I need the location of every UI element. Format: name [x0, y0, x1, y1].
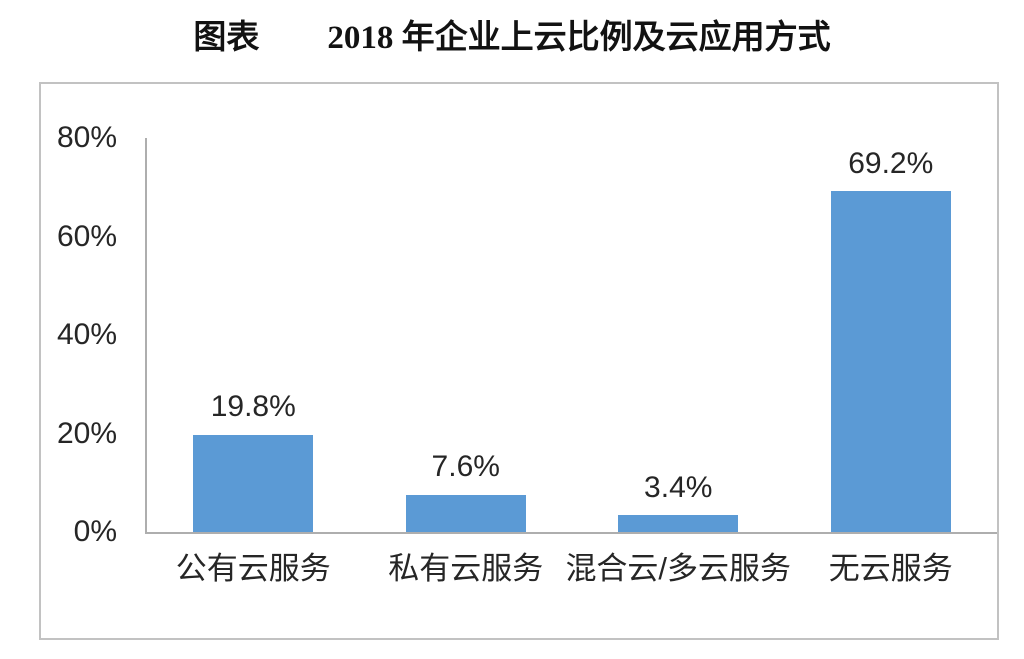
- y-tick-label: 60%: [56, 219, 117, 253]
- bar-value-label: 7.6%: [431, 450, 500, 484]
- y-axis-tick-labels: 80% 60% 40% 20% 0%: [41, 121, 117, 548]
- bar: [618, 515, 739, 532]
- chart-frame: 80% 60% 40% 20% 0% 19.8% 公有云服务 7.6% 私有云服…: [39, 82, 999, 640]
- y-tick-label: 20%: [56, 416, 117, 450]
- bar-category-label: 公有云服务: [175, 551, 331, 586]
- y-tick-label: 80%: [56, 121, 117, 154]
- title-prefix: 图表: [193, 20, 260, 56]
- x-axis-line: [145, 532, 997, 534]
- title-text: 2018 年企业上云比例及云应用方式: [327, 20, 831, 56]
- bar-group-private-cloud: 7.6% 私有云服务: [360, 138, 573, 586]
- bar-group-hybrid-multi-cloud: 3.4% 混合云/多云服务: [565, 138, 791, 586]
- bar-category-label: 无云服务: [828, 551, 953, 586]
- bar-category-label: 混合云/多云服务: [565, 551, 792, 586]
- bar-value-label: 19.8%: [210, 390, 296, 423]
- bar: [405, 494, 526, 532]
- bar-group-no-cloud: 69.2% 无云服务: [785, 138, 998, 586]
- bar: [193, 434, 314, 532]
- bar-category-label: 私有云服务: [388, 551, 544, 586]
- bar-value-label: 69.2%: [848, 146, 934, 180]
- bar: [830, 191, 951, 532]
- y-tick-label: 40%: [56, 318, 117, 351]
- y-tick-label: 0%: [73, 515, 117, 548]
- page-title: 图表 2018 年企业上云比例及云应用方式: [0, 10, 1024, 58]
- bar-group-public-cloud: 19.8% 公有云服务: [147, 138, 360, 586]
- bar-value-label: 3.4%: [644, 470, 713, 504]
- plot-area: 19.8% 公有云服务 7.6% 私有云服务 3.4% 混合云/多云服务 69.…: [145, 138, 998, 586]
- y-axis-line: [145, 138, 147, 532]
- bar-series: 19.8% 公有云服务 7.6% 私有云服务 3.4% 混合云/多云服务 69.…: [147, 138, 998, 586]
